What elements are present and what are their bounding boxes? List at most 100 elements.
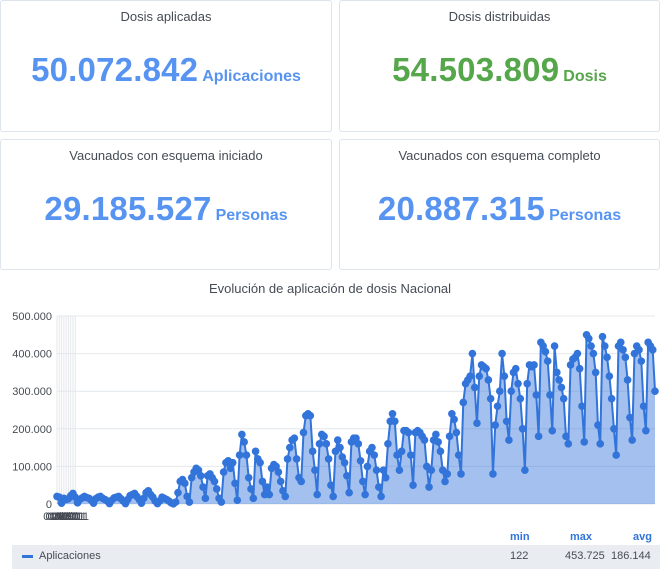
series-point	[562, 432, 570, 441]
series-point	[210, 477, 219, 486]
panel-title: Dosis distribuidas	[448, 9, 551, 24]
series-point	[594, 421, 602, 429]
series-point	[436, 447, 445, 456]
legend-series-row[interactable]: Aplicaciones 122 453.725 186.144	[12, 545, 660, 569]
series-point	[555, 376, 563, 384]
series-point	[534, 432, 543, 441]
x-tick-label: 04/01	[50, 511, 78, 523]
x-tick-label: 05/01	[52, 511, 80, 523]
series-point	[242, 451, 251, 459]
stat-readout: 20.887.315 Personas	[340, 190, 659, 228]
series-point	[541, 347, 550, 356]
legend-max-value: 453.725	[565, 550, 605, 562]
series-point	[651, 387, 659, 395]
chart-title: Evolución de aplicación de dosis Naciona…	[208, 281, 452, 296]
series-point	[591, 368, 600, 377]
stat-value: 50.072.842	[31, 51, 199, 88]
series-point	[336, 443, 344, 452]
series-point	[292, 455, 301, 463]
panel-title: Vacunados con esquema iniciado	[69, 148, 263, 163]
series-point	[500, 372, 509, 380]
series-point	[600, 342, 609, 350]
series-point	[470, 383, 479, 392]
series-point	[521, 466, 529, 474]
series-point	[491, 421, 500, 429]
legend-series-swatch	[22, 555, 33, 558]
series-point	[372, 466, 381, 474]
series-point	[420, 436, 429, 444]
series-point	[276, 477, 285, 486]
series-point	[231, 479, 239, 488]
series-point	[397, 447, 406, 456]
series-point	[580, 438, 589, 446]
series-point	[363, 462, 372, 471]
y-tick-label: 300.000	[12, 386, 52, 398]
series-point	[181, 479, 189, 488]
series-point	[635, 346, 643, 354]
series-point	[546, 391, 554, 399]
series-point	[340, 458, 349, 467]
series-point	[605, 372, 614, 380]
series-point	[196, 472, 205, 480]
series-point	[486, 394, 495, 403]
series-point	[498, 349, 506, 358]
x-tick-label: 08/01	[59, 511, 87, 523]
series-point	[240, 438, 248, 446]
panel-title: Dosis aplicadas	[120, 9, 212, 24]
series-point	[299, 428, 308, 437]
series-point	[228, 458, 237, 467]
stat-unit: Aplicaciones	[202, 68, 301, 85]
legend-min-value: 122	[510, 550, 529, 562]
series-point	[516, 394, 525, 403]
series-point	[473, 419, 481, 427]
series-point	[217, 498, 226, 506]
stat-panel-dosis-aplicadas: Dosis aplicadas 50.072.842 Aplicaciones	[0, 0, 332, 132]
series-point	[249, 494, 258, 503]
x-tick-label: 02/01	[46, 511, 74, 523]
series-point	[343, 472, 351, 480]
series-point	[322, 440, 331, 448]
stat-readout: 29.185.527 Personas	[1, 190, 331, 228]
series-point	[626, 413, 634, 422]
legend-series-name[interactable]: Aplicaciones	[39, 550, 101, 562]
series-point	[523, 379, 531, 388]
series-point	[251, 447, 260, 456]
series-point	[505, 436, 513, 444]
legend-header-max: max	[570, 531, 593, 543]
series-point	[432, 430, 440, 439]
x-tick-label: 01/01	[43, 511, 71, 523]
series-point	[445, 432, 454, 441]
series-point	[502, 417, 511, 426]
series-point	[370, 451, 379, 459]
series-point	[359, 477, 367, 486]
series-point	[384, 440, 392, 448]
y-tick-label: 200.000	[12, 424, 52, 436]
series-point	[320, 432, 328, 441]
y-tick-label: 100.000	[12, 461, 52, 473]
series-point	[548, 426, 557, 435]
series-point	[443, 470, 452, 478]
series-point	[493, 402, 502, 411]
x-tick-label: 09/01	[61, 511, 89, 523]
series-point	[518, 425, 527, 433]
series-point	[256, 458, 264, 467]
series-point	[404, 428, 413, 437]
y-tick-label: 500.000	[12, 311, 52, 323]
stat-panel-esquema-iniciado: Vacunados con esquema iniciado 29.185.52…	[0, 139, 332, 270]
series-point	[286, 443, 294, 452]
series-point	[543, 357, 552, 365]
series-point	[623, 376, 632, 384]
series-point	[427, 466, 436, 474]
series-point	[612, 451, 620, 459]
series-point	[308, 447, 317, 456]
series-point	[596, 440, 605, 448]
series-point	[333, 436, 342, 444]
series-point	[425, 483, 433, 491]
stat-readout: 54.503.809 Dosis	[340, 51, 659, 89]
series-point	[589, 349, 598, 358]
series-point	[457, 470, 465, 478]
series-point	[368, 443, 376, 452]
stat-panel-dosis-distribuidas: Dosis distribuidas 54.503.809 Dosis	[339, 0, 660, 132]
series-point	[297, 477, 306, 486]
series-point	[327, 481, 335, 489]
